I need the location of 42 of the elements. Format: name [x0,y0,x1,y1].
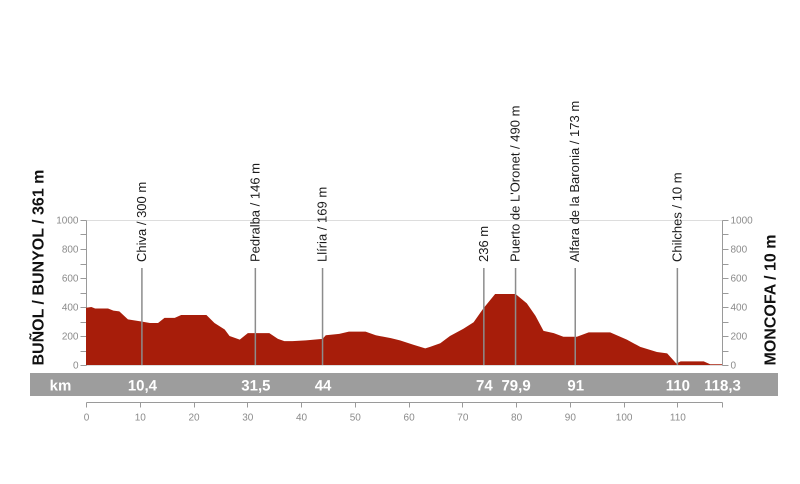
x2-tick-label: 44 [314,378,332,394]
x-tick-label: 40 [296,412,308,424]
x2-tick-label: 31,5 [241,378,270,394]
x-tick-label: 70 [457,412,469,424]
x2-tick-label: 10,4 [128,378,158,394]
x2-tick-label: 110 [666,378,690,394]
y-tick-label: 400 [62,302,79,314]
x2-tick-label: 118,3 [704,378,741,394]
x-tick-label: 60 [404,412,416,424]
x-tick-label: 20 [188,412,200,424]
y2-tick-label: 800 [730,244,748,256]
y-tick-label: 600 [62,274,79,284]
ref-line-label: Pedralba / 146 m [247,162,262,262]
x-tick-label: 0 [84,412,90,424]
ref-line-label: Llíria / 169 m [314,186,330,262]
x2-tick-label: 74 [476,378,494,394]
x-tick-label: 80 [511,412,523,424]
ref-line-label: Puerto de L'Oronet / 490 m [508,106,523,262]
ref-line-label: Chilches / 10 m [669,172,684,262]
x-tick-label: 100 [616,412,633,424]
y-tick-label: 1000 [56,216,79,226]
x-tick-label: 30 [242,412,254,424]
y2-tick-label: 200 [730,332,748,342]
y2-tick-label: 1000 [730,216,754,226]
y-axis-title: BUÑOL / BUNYOL / 361 m [28,170,48,366]
ref-line-label: Alfara de la Baronia / 173 m [567,100,582,262]
ref-line-label: Chiva / 300 m [134,182,149,262]
y2-tick-label: 400 [730,302,748,314]
y2-tick-label: 0 [730,360,736,372]
x2-tick-label: 79,9 [501,378,531,394]
ref-line-label: 236 m [476,226,491,262]
x2-axis-title: km [50,378,72,394]
x-tick-label: 50 [350,412,362,424]
x2-tick-label: 91 [567,378,584,394]
y-tick-label: 200 [62,332,79,342]
y2-axis-title: MONCOFA / 10 m [762,234,780,366]
y-tick-label: 0 [72,360,79,372]
y2-tick-label: 600 [730,274,748,284]
y-tick-label: 800 [62,244,79,256]
x-tick-label: 10 [134,412,146,424]
x-tick-label: 110 [670,412,686,424]
x-tick-label: 90 [564,412,576,424]
